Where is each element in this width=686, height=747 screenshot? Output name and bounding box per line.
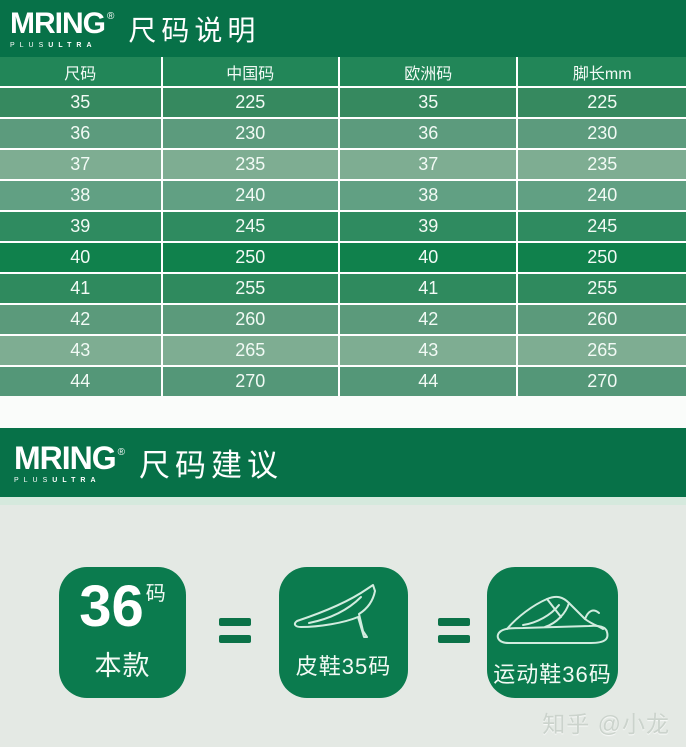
size-unit: 码 <box>145 583 166 606</box>
table-cell-europe: 44 <box>340 367 517 396</box>
table-cell-china: 255 <box>162 274 339 303</box>
table-cell-china: 265 <box>162 336 339 365</box>
brand-tagline-thin: PLUS <box>10 41 49 49</box>
table-cell-europe: 43 <box>340 336 517 365</box>
equals-bar-bottom <box>219 635 251 643</box>
table-row: 44 270 44 270 <box>0 367 686 396</box>
table-cell-foot_mm: 230 <box>518 119 686 148</box>
brand-tagline: PLUSULTRA <box>14 477 123 484</box>
size-suggestion-banner: MRING ® PLUSULTRA 尺码建议 <box>0 428 686 497</box>
brand-tagline: PLUSULTRA <box>10 42 112 49</box>
this-style-size: 36 码 <box>79 574 166 640</box>
table-row: 36 230 36 230 <box>0 119 686 148</box>
table-cell-size: 35 <box>0 88 161 117</box>
table-cell-china: 250 <box>162 243 339 272</box>
table-cell-europe: 37 <box>340 150 517 179</box>
table-row: 42 260 42 260 <box>0 305 686 334</box>
table-cell-foot_mm: 260 <box>518 305 686 334</box>
table-row: 41 255 41 255 <box>0 274 686 303</box>
column-header-foot-length: 脚长mm <box>518 57 686 86</box>
table-row: 37 235 37 235 <box>0 150 686 179</box>
size-table-title: 尺码说明 <box>128 14 261 46</box>
table-cell-size: 44 <box>0 367 161 396</box>
column-header-china: 中国码 <box>162 57 339 86</box>
table-cell-foot_mm: 240 <box>518 181 686 210</box>
size-number: 36 <box>79 574 144 640</box>
this-style-size-card: 36 码 本款 <box>59 567 186 698</box>
section-divider <box>0 396 686 428</box>
table-cell-china: 245 <box>162 212 339 241</box>
table-row: 39 245 39 245 <box>0 212 686 241</box>
equals-bar-top <box>438 618 470 626</box>
table-cell-china: 230 <box>162 119 339 148</box>
table-cell-europe: 40 <box>340 243 517 272</box>
table-cell-europe: 35 <box>340 88 517 117</box>
high-heel-icon <box>293 583 376 638</box>
table-cell-europe: 39 <box>340 212 517 241</box>
this-style-label: 本款 <box>94 650 151 681</box>
table-cell-china: 260 <box>162 305 339 334</box>
table-cell-europe: 41 <box>340 274 517 303</box>
brand-name: MRING ® <box>10 6 115 40</box>
equals-sign: = <box>219 618 251 643</box>
equals-sign: = <box>438 618 470 643</box>
banner-underline-strip <box>0 497 686 505</box>
size-table: 尺码 中国码 欧洲码 脚长mm 35 225 35 225 36 230 36 230 37 23… <box>0 57 686 396</box>
table-row: 43 265 43 265 <box>0 336 686 365</box>
table-header-row: 尺码 中国码 欧洲码 脚长mm <box>0 57 686 86</box>
table-cell-china: 270 <box>162 367 339 396</box>
table-cell-foot_mm: 270 <box>518 367 686 396</box>
table-cell-size: 38 <box>0 181 161 210</box>
table-cell-size: 36 <box>0 119 161 148</box>
registered-trademark-icon: ® <box>107 10 115 22</box>
table-cell-size: 42 <box>0 305 161 334</box>
table-cell-europe: 36 <box>340 119 517 148</box>
brand-logo: MRING ® PLUSULTRA <box>10 6 115 49</box>
equals-bar-top <box>219 618 251 626</box>
table-cell-size: 43 <box>0 336 161 365</box>
column-header-size: 尺码 <box>0 57 161 86</box>
registered-trademark-icon: ® <box>117 446 126 458</box>
size-suggestion-title: 尺码建议 <box>139 448 284 483</box>
table-cell-size: 41 <box>0 274 161 303</box>
table-cell-size: 40 <box>0 243 161 272</box>
table-cell-china: 235 <box>162 150 339 179</box>
table-cell-europe: 38 <box>340 181 517 210</box>
table-row: 35 225 35 225 <box>0 88 686 117</box>
brand-tagline-bold: ULTRA <box>48 41 97 49</box>
size-suggestion-section: 36 码 本款 = 皮鞋35码 = <box>0 505 686 747</box>
table-row: 38 240 38 240 <box>0 181 686 210</box>
table-cell-europe: 42 <box>340 305 517 334</box>
size-table-banner: MRING ® PLUSULTRA 尺码说明 <box>0 0 686 57</box>
equals-bar-bottom <box>438 635 470 643</box>
brand-tagline-thin: PLUS <box>14 476 53 484</box>
table-cell-size: 37 <box>0 150 161 179</box>
brand-logo: MRING ® PLUSULTRA <box>14 439 126 484</box>
brand-tagline-bold: ULTRA <box>52 476 101 484</box>
leather-shoe-card: 皮鞋35码 <box>279 567 408 698</box>
table-cell-foot_mm: 255 <box>518 274 686 303</box>
table-cell-foot_mm: 265 <box>518 336 686 365</box>
brand-name-text: MRING <box>10 6 106 40</box>
table-cell-china: 240 <box>162 181 339 210</box>
table-row: 40 250 40 250 <box>0 243 686 272</box>
leather-shoe-label: 皮鞋35码 <box>295 653 392 679</box>
table-cell-foot_mm: 235 <box>518 150 686 179</box>
sport-shoe-card: 运动鞋36码 <box>487 567 618 698</box>
column-header-europe: 欧洲码 <box>340 57 517 86</box>
sport-shoe-label: 运动鞋36码 <box>493 661 612 687</box>
watermark: 知乎 @小龙 <box>542 711 670 737</box>
table-cell-foot_mm: 225 <box>518 88 686 117</box>
table-cell-foot_mm: 245 <box>518 212 686 241</box>
table-cell-size: 39 <box>0 212 161 241</box>
brand-name-text: MRING <box>14 439 117 476</box>
brand-name: MRING ® <box>14 439 126 476</box>
table-cell-foot_mm: 250 <box>518 243 686 272</box>
sneaker-icon <box>496 595 608 644</box>
table-cell-china: 225 <box>162 88 339 117</box>
